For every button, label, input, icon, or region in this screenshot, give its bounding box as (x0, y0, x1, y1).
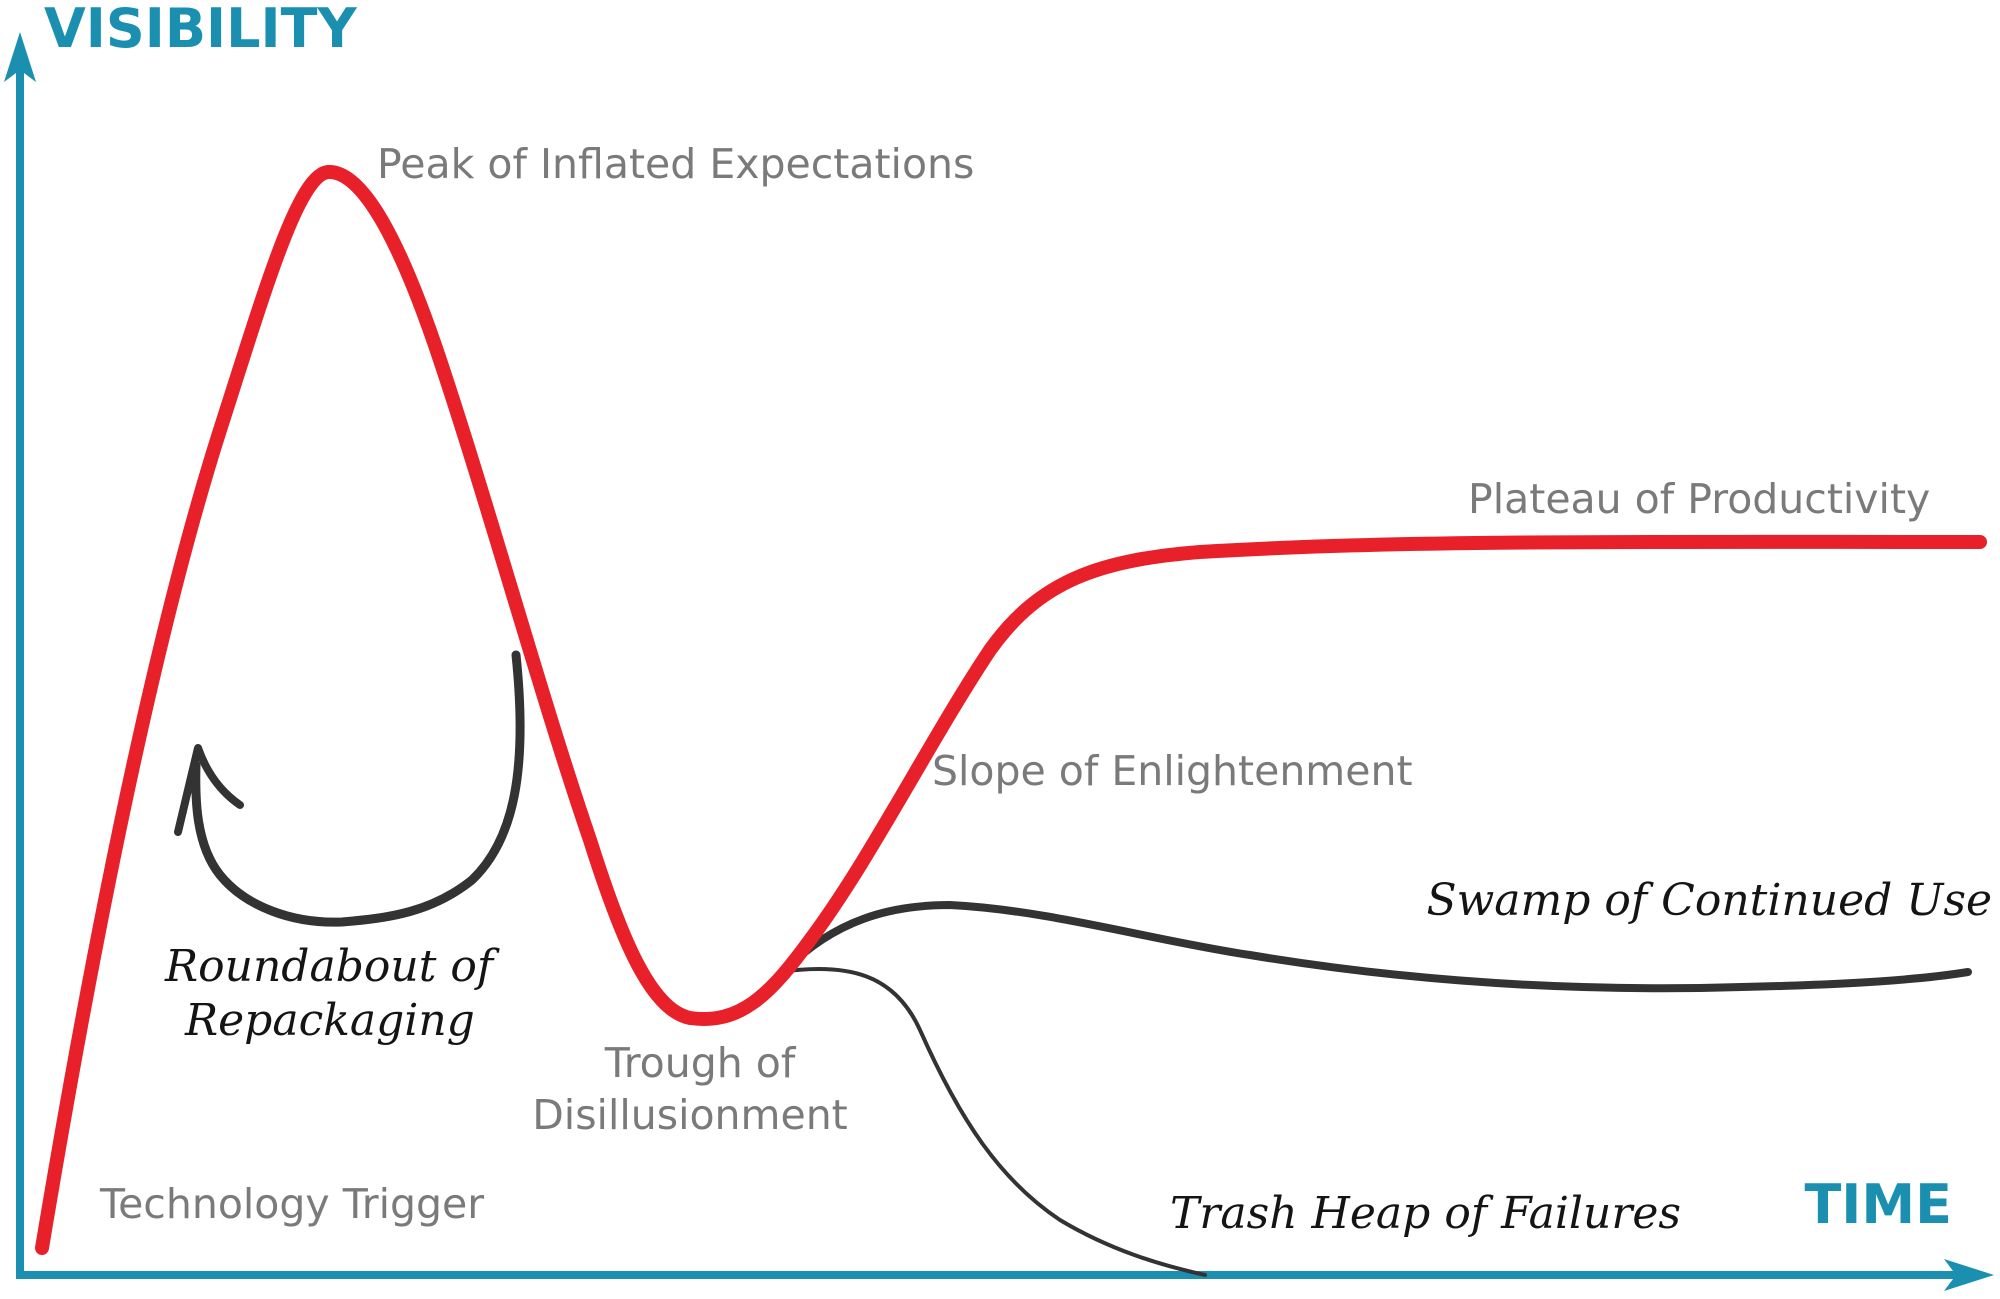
y-axis-arrow-icon (4, 32, 36, 82)
roundabout-arrowhead-icon (174, 744, 244, 836)
technology-trigger-label: Technology Trigger (99, 1180, 484, 1228)
y-axis-label: VISIBILITY (44, 0, 357, 60)
x-axis-arrow-icon (1944, 1259, 1994, 1291)
peak-label: Peak of Inflated Expectations (377, 140, 974, 188)
roundabout-label-line1: Roundabout of (164, 941, 500, 992)
plateau-label: Plateau of Productivity (1468, 475, 1930, 523)
roundabout-loop-curve (191, 650, 525, 927)
roundabout-label-line2: Repackaging (184, 995, 475, 1046)
hype-cycle-main-curve (35, 165, 1987, 1255)
slope-label: Slope of Enlightenment (932, 747, 1413, 795)
trough-label-line1: Trough of (604, 1039, 797, 1087)
swamp-label: Swamp of Continued Use (1427, 875, 1993, 926)
x-axis-label: TIME (1804, 1173, 1952, 1236)
swamp-curve (781, 900, 1972, 993)
trash-heap-label: Trash Heap of Failures (1170, 1188, 1681, 1239)
trough-label-line2: Disillusionment (532, 1091, 848, 1139)
trash-heap-curve (778, 966, 1207, 1277)
